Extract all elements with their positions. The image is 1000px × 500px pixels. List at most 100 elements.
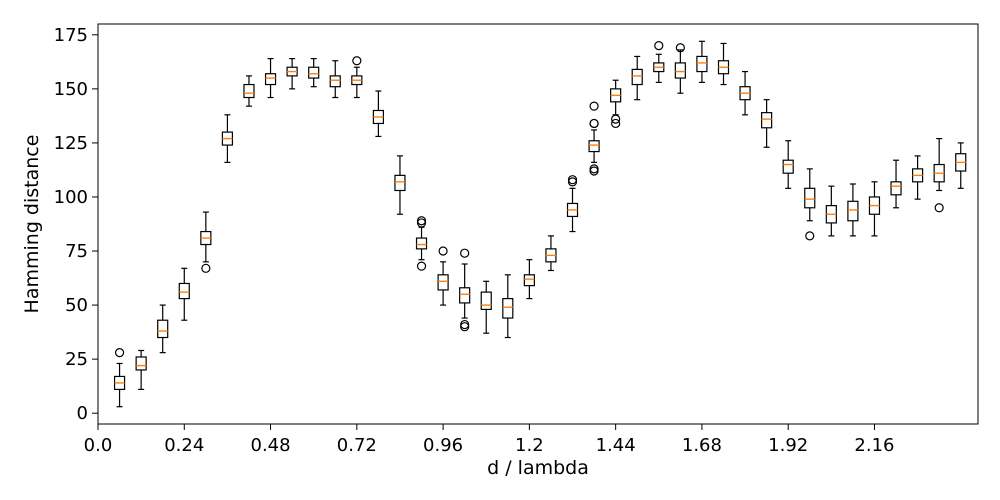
box-iqr (631, 68, 643, 86)
outlier-point (611, 118, 621, 129)
x-tick-label: 2.16 (854, 435, 894, 456)
y-tick-label: 50 (65, 295, 88, 316)
outlier-point (201, 263, 211, 273)
y-tick-label: 175 (54, 25, 88, 46)
box-group (264, 57, 277, 99)
outlier-point (589, 118, 599, 129)
x-tick-label: 0.72 (337, 435, 377, 456)
box-group (804, 168, 816, 241)
box-iqr (782, 159, 794, 174)
y-tick-label: 25 (65, 349, 88, 370)
box-iqr (329, 75, 341, 88)
outlier-point (589, 164, 599, 174)
outlier-point (416, 216, 427, 226)
box-group (286, 57, 298, 90)
box-iqr (459, 287, 471, 304)
box-group (200, 211, 212, 273)
box-group (610, 79, 622, 129)
outlier-point (416, 261, 427, 271)
box-group (351, 56, 363, 99)
box-group (502, 274, 514, 339)
box-group (696, 40, 708, 83)
box-iqr (264, 73, 277, 86)
y-tick-label: 125 (54, 133, 88, 154)
box-iqr (588, 140, 600, 153)
x-tick-label: 0.24 (164, 435, 204, 456)
outlier-point (611, 114, 621, 124)
outlier-point (654, 41, 664, 51)
box-group (308, 57, 320, 88)
box-group (566, 175, 579, 233)
y-axis-label: Hamming distance (21, 135, 43, 314)
box-group (674, 43, 686, 94)
box-group (545, 235, 557, 272)
outlier-point (352, 56, 362, 66)
box-group (847, 183, 859, 237)
box-group (868, 181, 881, 237)
box-group (113, 348, 126, 408)
box-iqr (674, 62, 686, 79)
box-iqr (308, 66, 320, 79)
x-tick-label: 1.2 (515, 435, 544, 456)
box-group (761, 99, 773, 148)
box-group (782, 140, 794, 189)
x-tick-label: 1.92 (768, 435, 808, 456)
box-group (135, 349, 147, 391)
box-iqr (437, 274, 449, 291)
x-tick-label: 0.0 (84, 435, 113, 456)
box-group (739, 70, 751, 116)
box-group (631, 55, 643, 101)
box-iqr (847, 200, 859, 222)
box-iqr (804, 187, 816, 209)
box-iqr (157, 319, 169, 339)
box-group (480, 280, 492, 334)
box-iqr (394, 174, 406, 192)
outlier-point (805, 231, 815, 241)
box-group (459, 248, 471, 332)
box-group (437, 246, 449, 306)
box-group (653, 41, 665, 83)
x-axis-ticks: 0.0 0.24 0.48 0.72 0.96 1.2 1.44 1.68 1.92 2.16 (84, 424, 895, 456)
y-axis-ticks: 0 25 50 75 100 125 150 175 (54, 25, 98, 424)
box-group (825, 185, 837, 237)
box-iqr (415, 237, 428, 250)
x-tick-label: 1.44 (596, 435, 636, 456)
y-tick-label: 0 (77, 403, 88, 424)
box-iqr (890, 181, 902, 196)
box-group (415, 216, 428, 271)
box-group (912, 155, 924, 200)
box-group (372, 90, 384, 138)
x-tick-label: 0.48 (251, 435, 291, 456)
outlier-point (589, 101, 599, 111)
x-tick-label: 1.68 (682, 435, 722, 456)
outlier-point (114, 348, 125, 358)
box-group (243, 75, 255, 107)
box-iqr (243, 83, 255, 99)
outlier-point (460, 319, 470, 330)
box-iqr (135, 356, 147, 371)
outlier-point (438, 246, 448, 256)
box-group (933, 137, 945, 213)
box-group (221, 114, 234, 163)
box-iqr (761, 112, 773, 129)
y-tick-label: 100 (54, 187, 88, 208)
box-iqr (502, 297, 514, 319)
box-iqr (178, 282, 190, 300)
y-tick-label: 150 (54, 79, 88, 100)
box-group (329, 60, 341, 99)
plot-frame (97, 23, 979, 425)
box-group (157, 304, 169, 354)
box-group (588, 101, 600, 176)
outlier-point (675, 43, 685, 53)
boxes-layer (113, 40, 967, 408)
x-axis-label: d / lambda (487, 457, 589, 479)
box-iqr (523, 274, 535, 287)
outlier-point (567, 175, 578, 185)
outlier-point (460, 248, 470, 258)
box-group (955, 142, 967, 189)
box-group (717, 42, 730, 86)
box-group (890, 159, 902, 209)
box-group (178, 267, 190, 321)
